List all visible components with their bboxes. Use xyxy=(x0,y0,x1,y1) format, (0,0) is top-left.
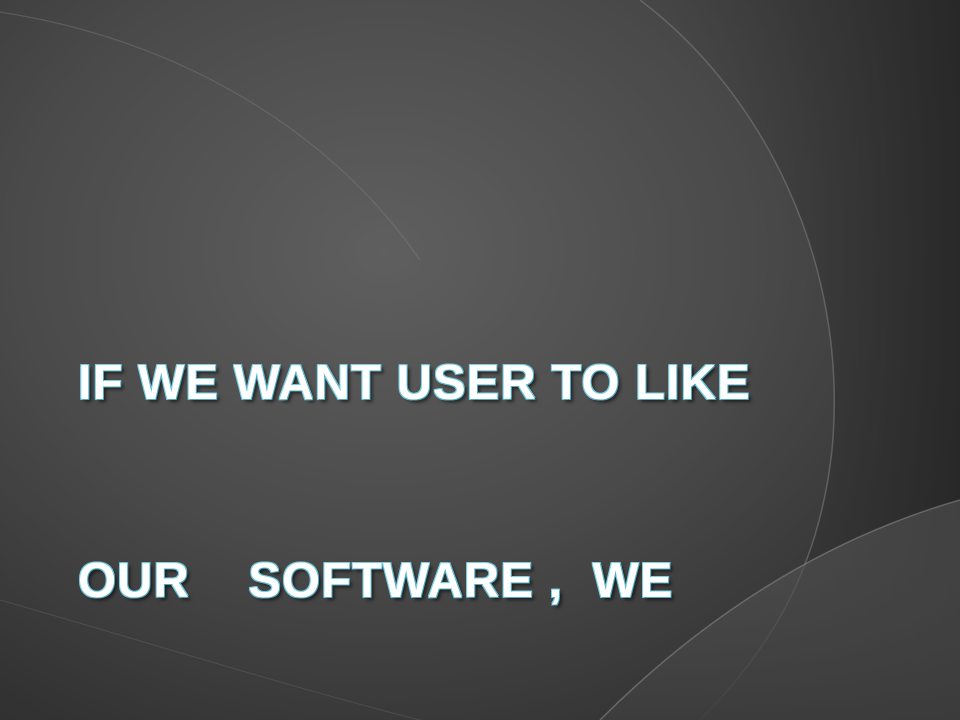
slide-title: IF WE WANT USER TO LIKE OUR SOFTWARE , W… xyxy=(78,218,918,720)
bottom-band-edge xyxy=(599,499,960,720)
title-line-2: OUR SOFTWARE , WE xyxy=(78,554,674,608)
bottom-right-band xyxy=(600,500,960,720)
upper-left-arc xyxy=(0,11,421,261)
bottom-left-arc xyxy=(0,599,421,720)
title-line-1: IF WE WANT USER TO LIKE xyxy=(78,356,751,410)
